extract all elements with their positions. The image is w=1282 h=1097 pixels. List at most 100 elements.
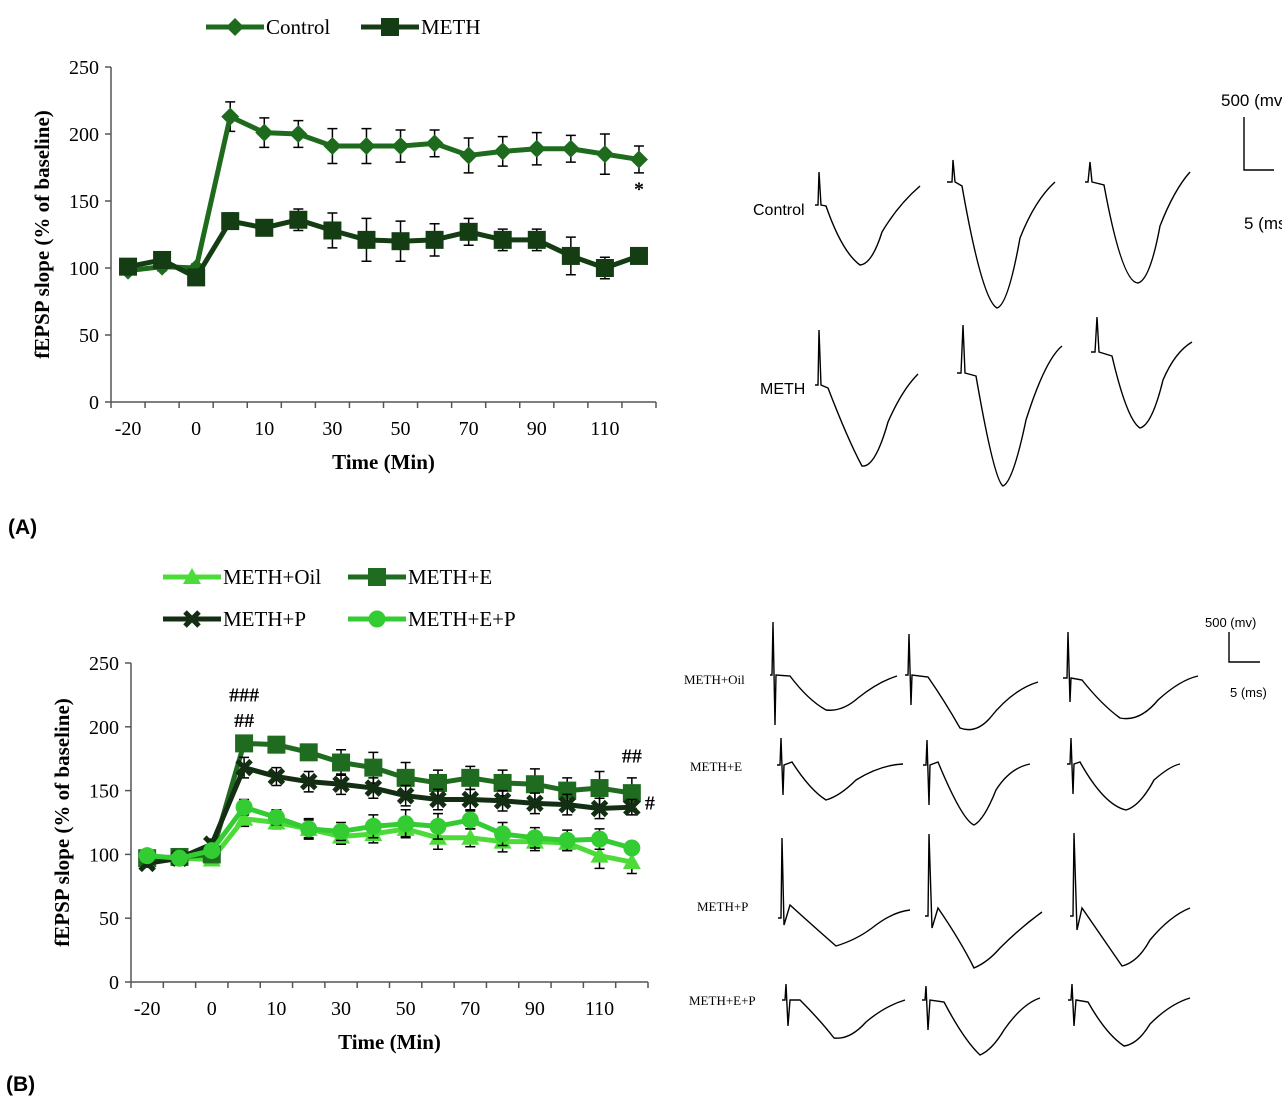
- trace-meth-e-1: [777, 737, 904, 801]
- data-point: [170, 849, 188, 867]
- x-tick-label: -20: [115, 418, 142, 440]
- trace-row-label-meth-e: METH+E: [690, 759, 742, 774]
- data-point: [595, 259, 614, 277]
- data-point: [364, 758, 383, 777]
- x-tick-label: -20: [134, 998, 161, 1020]
- data-point: [461, 828, 480, 845]
- scale-time-a: 5 (ms): [1244, 214, 1282, 233]
- trace-meth-2: [957, 324, 1063, 487]
- trace-row-label-meth: METH: [760, 381, 805, 398]
- x-tick-label: 70: [460, 998, 480, 1020]
- data-point: [590, 846, 609, 863]
- legend-a: Control METH: [206, 15, 481, 39]
- y-tick-label: 0: [109, 972, 119, 994]
- x-tick-label: 0: [191, 418, 201, 440]
- y-tick-label: 0: [89, 392, 99, 414]
- trace-meth-p-3: [1070, 832, 1191, 967]
- trace-meth-oil-2: [905, 633, 1039, 731]
- data-point: [527, 139, 546, 158]
- data-point: [357, 137, 376, 156]
- data-point: [391, 232, 410, 251]
- y-tick-label: 50: [99, 908, 119, 930]
- legend-marker: [183, 568, 201, 584]
- scale-bar-b: [1228, 632, 1260, 663]
- annotation: ###: [229, 684, 259, 706]
- series-meth: [119, 208, 648, 287]
- data-point: [461, 790, 480, 809]
- data-point: [493, 773, 512, 792]
- trace-control-1: [815, 171, 921, 266]
- trace-row-label-meth-oil: METH+Oil: [684, 672, 745, 687]
- y-tick-label: 200: [89, 717, 119, 739]
- scale-amplitude-a: 500 (mv): [1221, 91, 1282, 110]
- data-point: [299, 772, 318, 791]
- x-tick-label: 10: [266, 998, 286, 1020]
- panel-a: Control METH 0 50 100 150 200 250 -20 0 10 30 50 70 9…: [8, 15, 1282, 539]
- data-point: [590, 799, 609, 818]
- trace-meth-e-p-1: [782, 983, 906, 1039]
- legend-label: METH+E+P: [408, 607, 516, 631]
- data-point: [561, 139, 580, 158]
- annotation: ##: [622, 746, 642, 768]
- x-axis-label: Time (Min): [338, 1030, 441, 1054]
- data-point: [332, 822, 350, 840]
- data-point: [203, 842, 221, 860]
- data-point: [235, 809, 254, 826]
- data-point: [493, 230, 512, 249]
- x-tick-label: 0: [207, 998, 217, 1020]
- trace-meth-e-p-3: [1068, 983, 1191, 1047]
- data-point: [235, 734, 254, 753]
- scale-time-b: 5 (ms): [1230, 685, 1267, 700]
- data-point: [629, 246, 648, 265]
- annotation: *: [634, 179, 644, 201]
- data-point: [493, 792, 512, 810]
- series-line-meth: [127, 217, 640, 280]
- legend-label: METH: [421, 15, 481, 39]
- x-tick-label: 30: [322, 418, 342, 440]
- legend-item-meth-e: METH+E: [348, 565, 492, 589]
- legend-marker: [183, 610, 201, 628]
- legend-label: Control: [266, 15, 330, 39]
- data-point: [138, 847, 156, 865]
- y-tick-label: 50: [79, 325, 99, 347]
- data-point: [493, 142, 512, 161]
- x-axis-label: Time (Min): [332, 450, 435, 474]
- data-point: [221, 107, 240, 126]
- data-point: [357, 230, 376, 249]
- data-point: [429, 817, 447, 835]
- data-point: [425, 134, 444, 153]
- trace-meth-e-p-2: [922, 985, 1041, 1056]
- data-point: [590, 779, 609, 798]
- panel-b-label: (B): [6, 1073, 35, 1096]
- y-axis-label: fEPSP slope (% of baseline): [50, 698, 74, 947]
- data-point: [187, 268, 206, 287]
- data-point: [526, 829, 544, 847]
- traces-b: METH+Oil METH+E METH+P METH+E+P 500 (mv)…: [684, 615, 1267, 1056]
- y-tick-label: 100: [89, 844, 119, 866]
- legend-b: METH+Oil METH+E METH+P METH+E+P: [163, 565, 516, 631]
- legend-marker: [368, 610, 386, 628]
- data-point: [459, 146, 478, 165]
- data-point: [397, 815, 415, 833]
- x-tick-label: 30: [331, 998, 351, 1020]
- data-point: [299, 743, 318, 762]
- legend-label: METH+P: [223, 607, 306, 631]
- y-tick-label: 200: [69, 124, 99, 146]
- trace-meth-3: [1091, 316, 1193, 429]
- data-point: [494, 825, 512, 843]
- data-point: [289, 210, 308, 229]
- data-point: [153, 250, 172, 269]
- data-point: [332, 775, 350, 793]
- y-tick-label: 250: [69, 57, 99, 79]
- legend-item-meth-p: METH+P: [163, 607, 306, 631]
- x-tick-label: 70: [459, 418, 479, 440]
- data-point: [364, 779, 383, 797]
- y-tick-label: 100: [69, 258, 99, 280]
- x-tick-label: 50: [391, 418, 411, 440]
- trace-meth-p-2: [925, 833, 1043, 969]
- legend-item-meth-e-p: METH+E+P: [348, 607, 516, 631]
- data-point: [425, 230, 444, 249]
- y-tick-label: 150: [69, 191, 99, 213]
